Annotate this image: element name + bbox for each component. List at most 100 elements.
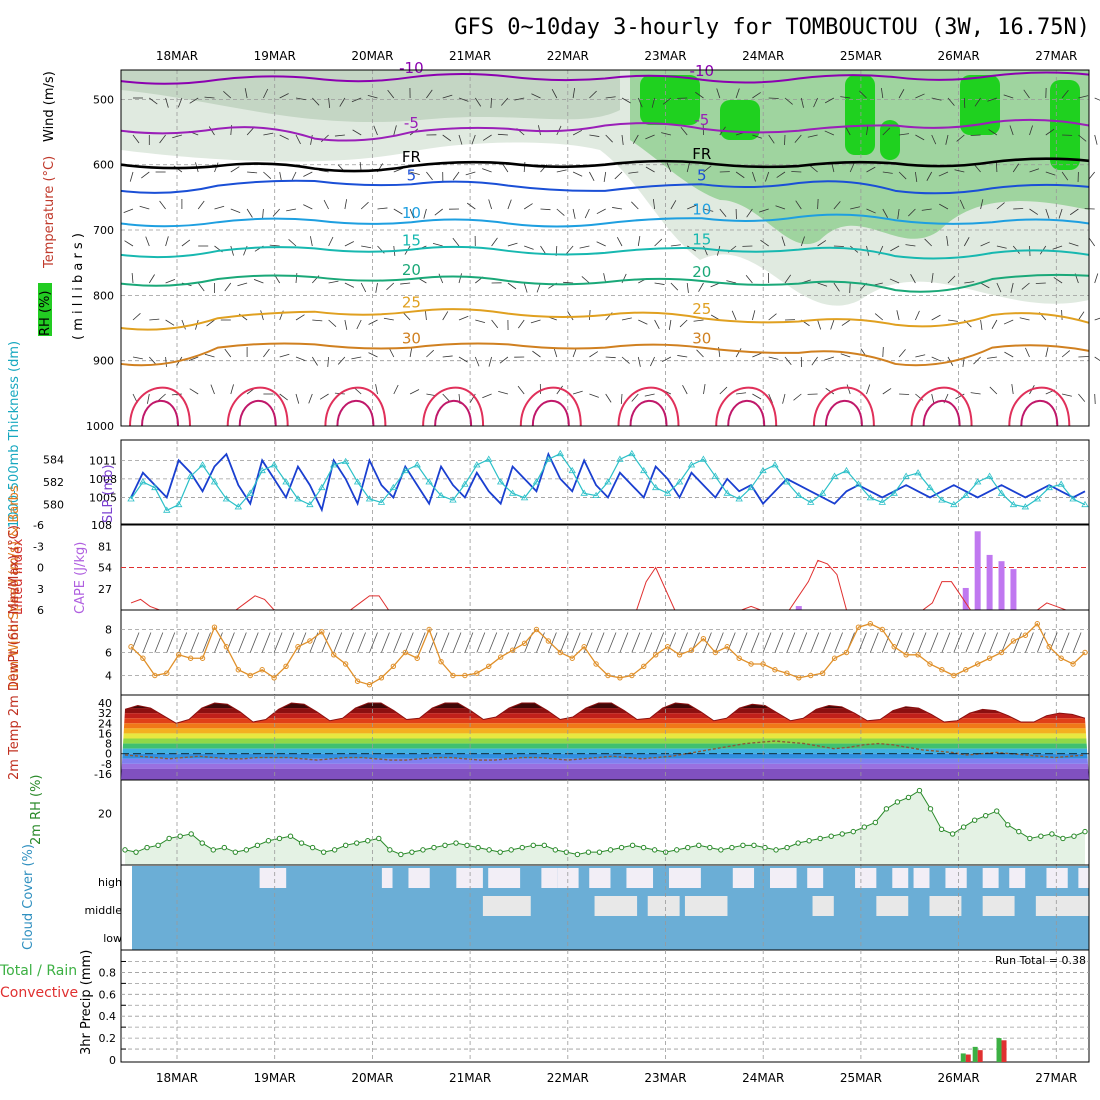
thickness-marker <box>425 478 433 485</box>
wind-barb <box>531 93 541 99</box>
warm-contour <box>129 386 191 427</box>
wind-barb <box>738 632 748 653</box>
thickness-marker <box>807 498 815 505</box>
bottom-date-labels: 18MAR 19MAR 20MAR 21MAR 22MAR 23MAR 24MAR 25MAR… <box>156 1071 1077 1085</box>
wind-barb <box>1045 171 1056 176</box>
wind-barb <box>931 314 941 321</box>
wind-speed-marker <box>164 670 170 676</box>
wind-barb <box>793 393 802 401</box>
cloud-row-label: low <box>103 932 122 945</box>
wind-barb <box>989 386 998 395</box>
wind-barb <box>795 200 802 210</box>
isotherm-label: -10 <box>399 59 424 77</box>
wind-barb <box>869 632 879 653</box>
wind-barb <box>165 279 176 284</box>
thickness-marker <box>687 461 696 468</box>
wind-barb <box>165 356 167 367</box>
thickness-marker <box>556 449 565 457</box>
wind-barb <box>686 162 691 173</box>
wind-speed-marker <box>259 667 265 673</box>
wind-barb <box>540 245 547 255</box>
warm-contour <box>1008 386 1071 427</box>
thickness-marker <box>878 498 886 505</box>
wind-barb <box>784 134 786 146</box>
wind-speed-marker <box>187 655 194 661</box>
wind-barb <box>784 97 793 105</box>
wind-barb <box>482 168 492 173</box>
wind-barb <box>392 632 402 653</box>
wind-10m-label: 10m Wind Speed (m/s) & Barbs <box>7 485 22 690</box>
wind-speed-marker <box>354 678 361 684</box>
wind-barb <box>1004 351 1014 358</box>
temp-tick-label: 40 <box>98 697 112 710</box>
wind-speed-marker <box>438 659 444 665</box>
wind-barb <box>393 125 397 136</box>
wind-barb <box>726 632 736 653</box>
wind-barb <box>556 208 565 216</box>
warm-contour <box>910 386 973 427</box>
rh-marker <box>497 849 503 855</box>
wind-barb <box>262 208 264 219</box>
wind-barb <box>680 126 688 136</box>
thickness-marker <box>210 478 219 485</box>
wind-barb <box>339 97 346 107</box>
wind-speed-marker <box>271 675 277 681</box>
wind-barb <box>572 171 583 177</box>
wind-barb <box>735 348 742 358</box>
wind-barb <box>129 171 134 182</box>
rh-marker <box>409 849 415 855</box>
wind-barb <box>965 632 975 653</box>
isotherm-line <box>120 71 1090 85</box>
wind-barb <box>986 356 997 359</box>
wind-speed-marker <box>951 672 957 679</box>
wind-barb <box>638 319 648 325</box>
wind-barb <box>286 208 297 212</box>
thickness-marker <box>461 480 469 487</box>
wind-barb <box>931 273 934 284</box>
wind-barb <box>931 393 935 404</box>
rh-marker <box>696 842 702 849</box>
wind-barb <box>452 171 460 181</box>
warm-contour <box>629 399 668 427</box>
wind-speed-marker <box>283 663 289 669</box>
wind-barb <box>409 208 415 219</box>
wind-barb <box>312 97 320 106</box>
precip-conv-bar <box>965 1054 971 1062</box>
wind-barb <box>989 632 998 653</box>
cloud-clear-cell <box>1009 868 1026 888</box>
temp-2m-label: 2m Temp 2m DewPt (6hr Min/Max) (°C) <box>7 525 22 780</box>
wind-barb <box>452 632 462 653</box>
temp-tick-label: 24 <box>98 717 112 730</box>
wind-barb <box>612 207 623 210</box>
wind-barb <box>502 163 509 173</box>
rh-marker <box>354 840 360 846</box>
wind-barb <box>393 384 399 395</box>
wind-barb <box>263 348 270 358</box>
wind-barb <box>279 393 288 401</box>
wind-speed-marker <box>903 652 909 658</box>
wind-barb <box>165 319 175 326</box>
isotherm-label: 5 <box>407 166 417 184</box>
isotherm-label: 10 <box>692 200 711 218</box>
rh-marker <box>685 844 691 851</box>
li-tick-label: 6 <box>37 604 44 617</box>
wind-barb <box>375 282 378 293</box>
run-total: Run Total = 0.38 <box>995 954 1086 967</box>
wind-barb <box>921 208 932 211</box>
cloud-clear-cell <box>594 896 638 916</box>
thickness-marker <box>830 472 839 479</box>
wind-barb <box>915 354 926 358</box>
wind-barb <box>1061 89 1069 99</box>
wind-barb <box>224 348 232 358</box>
wind-barb <box>686 282 689 293</box>
wind-barb <box>1035 282 1046 284</box>
rh-marker <box>1082 828 1088 835</box>
thickness-marker <box>318 483 326 491</box>
wind-barb <box>507 242 518 247</box>
thickness-marker <box>783 478 791 485</box>
wind-barb <box>929 632 939 653</box>
wind-barb <box>1003 94 1014 99</box>
wind-barb <box>303 204 313 210</box>
wind-barb <box>452 237 460 247</box>
wind-barb <box>791 171 802 173</box>
